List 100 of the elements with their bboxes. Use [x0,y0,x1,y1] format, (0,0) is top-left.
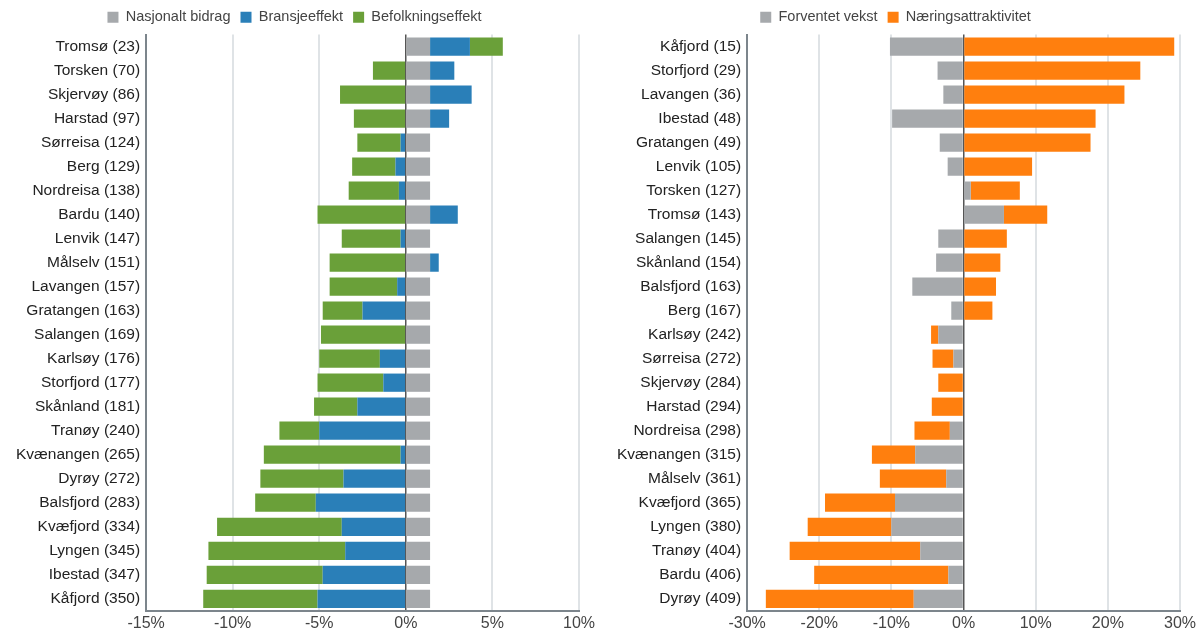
bar [348,181,399,200]
bar [895,493,963,512]
y-tick-label: Skånland (154) [635,252,742,270]
y-tick-label: Nordreisa (138) [32,180,141,198]
bar [406,325,431,344]
bar [406,445,431,464]
bar [406,277,431,296]
bar [1003,205,1048,224]
legend-label: Næringsattraktivitet [905,8,1031,25]
bar [964,61,1141,80]
bar [352,157,396,176]
y-tick-label: Tromsø (23) [55,36,141,54]
legend-label: Bransjeeffekt [258,8,344,25]
bar [406,421,431,440]
x-tick-label: -20% [800,613,838,631]
y-tick-label: Lenvik (105) [655,156,742,174]
bar [964,229,1007,248]
bar [871,445,916,464]
bar [825,493,895,512]
y-tick-label: Lyngen (380) [650,517,742,535]
y-tick-label: Salangen (145) [635,228,742,246]
bar [889,37,963,56]
bar [406,397,431,416]
bar [964,181,971,200]
y-tick-label: Skånland (181) [34,396,141,414]
bar [329,277,398,296]
bar [807,517,892,536]
bar [964,205,1004,224]
legend-label: Nasjonalt bidrag [125,8,231,25]
bar [892,109,963,128]
bar [951,301,963,320]
x-tick-label: -10% [213,613,252,631]
bar [936,253,963,272]
y-tick-label: Karlsøy (176) [47,348,141,366]
bar [914,421,950,440]
y-tick-label: Balsfjord (163) [640,276,742,294]
bar [964,157,1033,176]
y-tick-label: Skjervøy (284) [640,372,742,390]
y-tick-label: Kåfjord (350) [50,589,141,607]
y-tick-label: Kvænangen (265) [15,445,141,462]
bar [949,421,963,440]
bar [357,133,401,152]
x-tick-label: 10% [562,613,596,631]
bar [406,181,431,200]
bar [430,61,455,80]
y-tick-label: Kvæfjord (365) [638,493,742,511]
bar [406,517,431,536]
bar [379,349,406,368]
y-tick-label: Bardu (406) [659,565,742,583]
bar [946,469,963,488]
bar [372,61,406,80]
bar [891,517,963,536]
x-tick-label: 10% [1019,613,1052,631]
bar [789,541,921,560]
y-tick-label: Torsken (70) [53,60,141,78]
bar [317,589,406,608]
y-tick-label: Gratangen (49) [635,132,742,150]
bar [343,469,406,488]
x-tick-label: -10% [872,613,911,631]
bar [912,277,963,296]
bar [939,133,963,152]
bar [260,469,344,488]
bar [948,565,963,584]
bar [406,37,431,56]
bar [970,181,1020,200]
x-tick-label: -5% [305,613,334,631]
y-tick-label: Målselv (361) [648,469,742,487]
bar [406,61,431,80]
bar [395,157,406,176]
y-tick-label: Storfjord (177) [41,372,141,390]
bar [964,133,1091,152]
bar [406,373,431,392]
x-tick-label: 0% [394,613,418,631]
bar [964,277,997,296]
y-tick-label: Salangen (169) [34,324,141,342]
x-tick-label: 5% [480,613,504,631]
y-tick-label: Ibestad (48) [658,108,742,126]
bar [206,565,323,584]
y-tick-label: Gratangen (163) [26,300,141,318]
y-tick-label: Berg (167) [667,300,742,318]
y-tick-label: Storfjord (29) [650,60,742,78]
bar [406,469,431,488]
bar [406,133,431,152]
y-tick-label: Dyrøy (409) [659,589,742,607]
x-tick-label: 30% [1163,613,1197,631]
bar [406,541,431,560]
bar [406,109,431,128]
bar [314,397,358,416]
legend-label: Befolkningseffekt [371,8,482,25]
bar [319,421,406,440]
y-tick-label: Nordreisa (298) [633,420,742,438]
y-tick-label: Bardu (140) [58,204,141,222]
bar [913,589,963,608]
bar [964,85,1125,104]
bar [430,253,439,272]
bar [329,253,406,272]
bar [345,541,406,560]
bar [406,565,431,584]
bar [406,589,431,608]
y-tick-label: Dyrøy (272) [58,469,141,487]
